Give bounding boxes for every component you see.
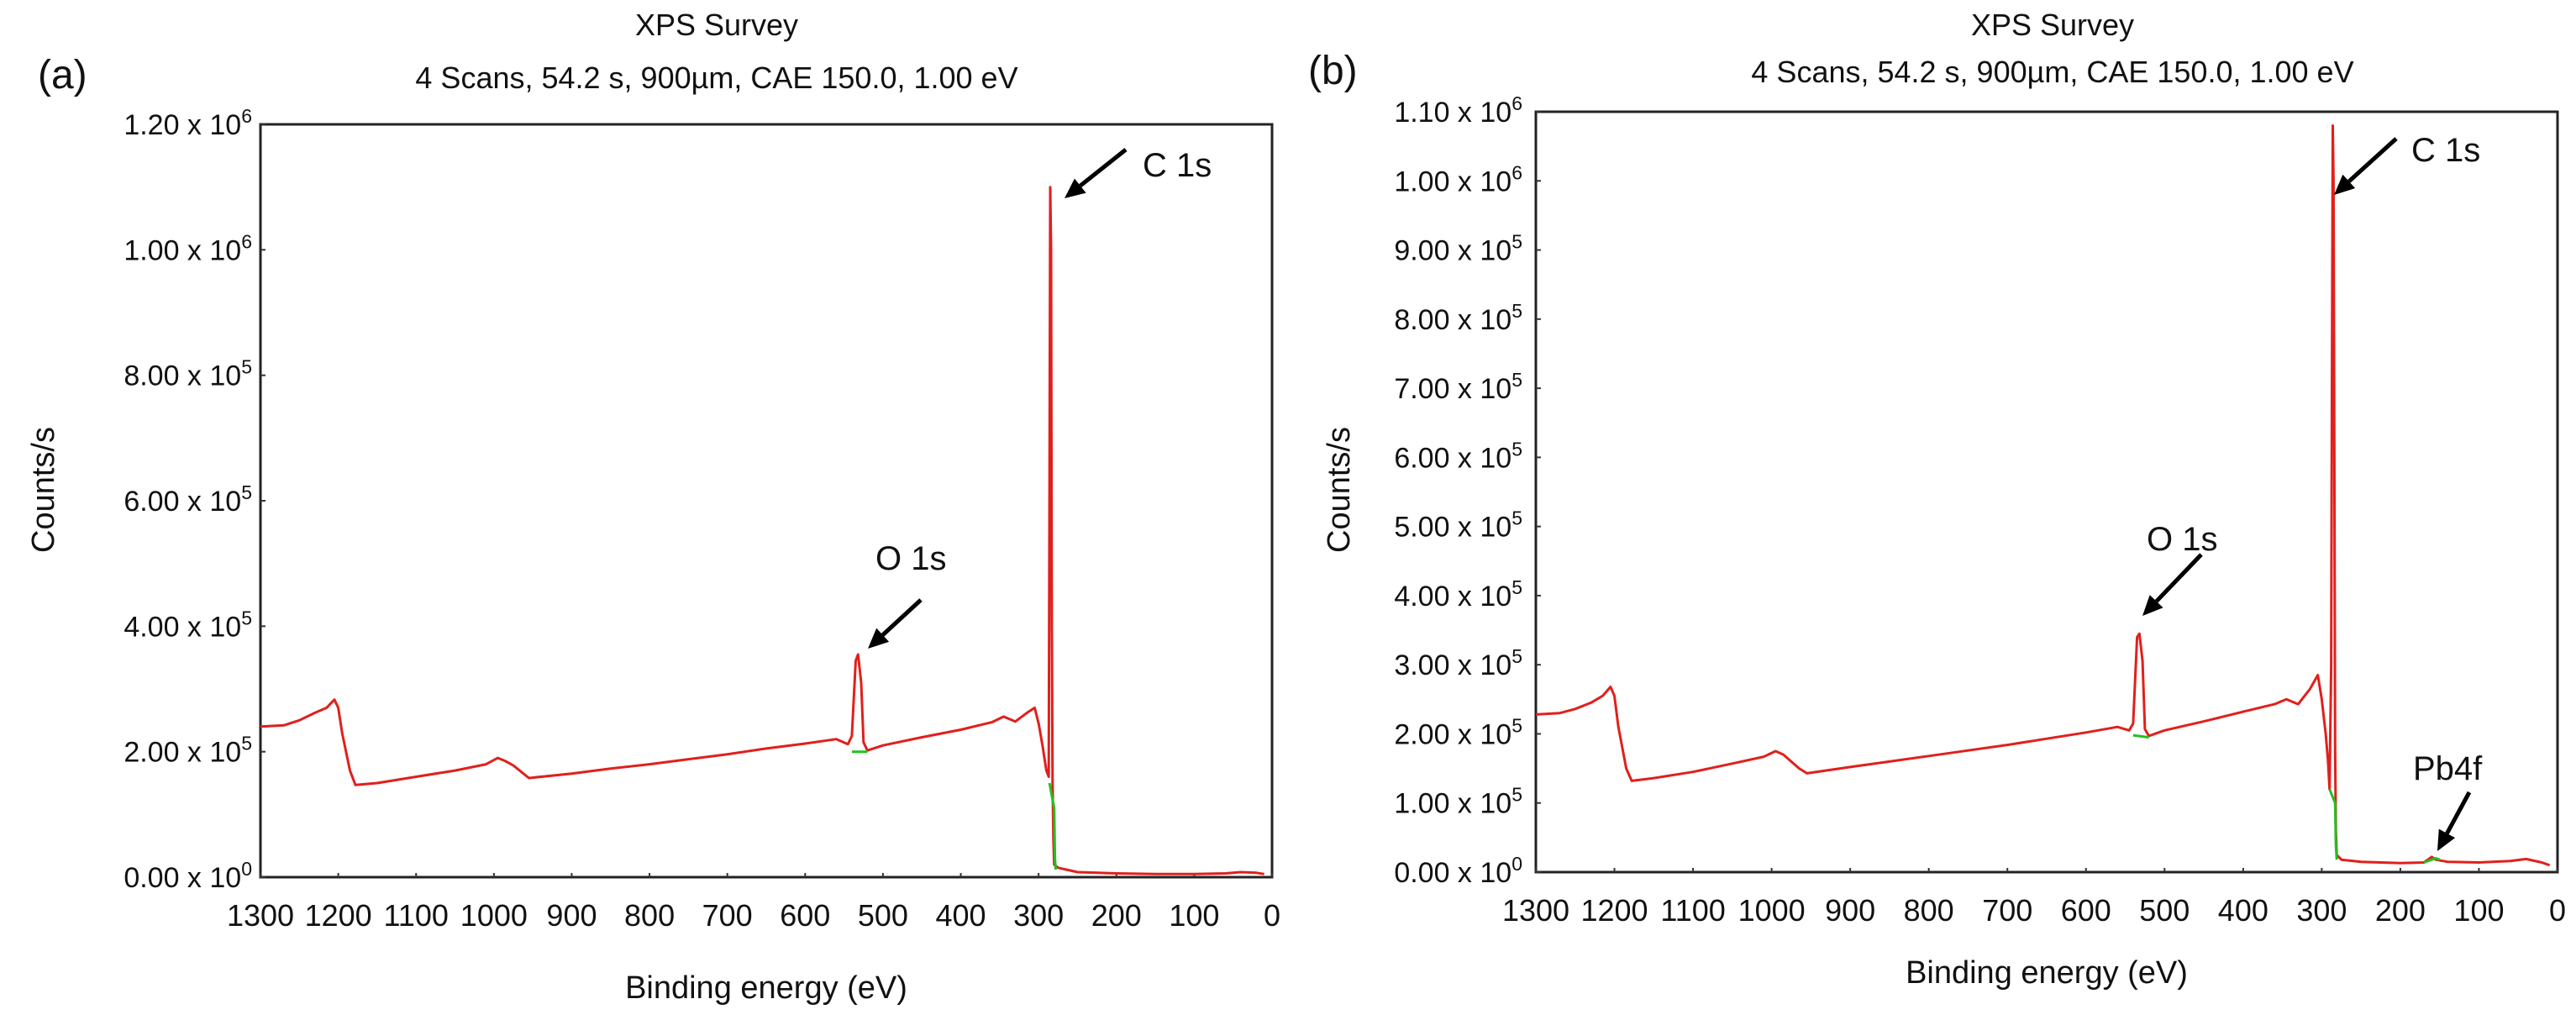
y-tick-label: 1.20 x 106 [124, 105, 252, 141]
y-axis-label: Counts/s [1322, 427, 1357, 553]
annotation-arrowhead [1065, 178, 1086, 198]
annotation-label: O 1s [875, 540, 946, 577]
y-tick-label: 1.00 x 106 [124, 230, 252, 266]
annotation-label: O 1s [2147, 521, 2217, 558]
x-tick-label: 300 [1013, 898, 1064, 933]
annotation-arrowhead [868, 628, 890, 649]
x-tick-label: 100 [2453, 893, 2504, 928]
x-tick-label: 700 [702, 898, 753, 933]
x-tick-label: 900 [1825, 893, 1875, 928]
y-tick-label: 2.00 x 105 [1394, 714, 1522, 750]
x-tick-label: 300 [2296, 893, 2347, 928]
y-tick-label: 1.10 x 106 [1394, 92, 1522, 129]
x-tick-label: 1200 [1580, 893, 1648, 928]
y-axis-label: Counts/s [26, 427, 61, 553]
x-tick-label: 1200 [305, 898, 372, 933]
panel-a: XPS Survey 4 Scans, 54.2 s, 900µm, CAE 15… [26, 8, 1280, 1006]
annotation-arrow [2347, 137, 2398, 183]
y-tick-label: 9.00 x 105 [1394, 231, 1522, 267]
chart-subtitle: 4 Scans, 54.2 s, 900µm, CAE 150.0, 1.00 … [1751, 55, 2353, 89]
annotation-arrowhead [2334, 174, 2356, 195]
x-tick-label: 400 [2218, 893, 2268, 928]
x-axis-label: Binding energy (eV) [1906, 955, 2188, 991]
y-tick-label: 6.00 x 105 [124, 481, 252, 518]
y-tick-label: 0.00 x 100 [124, 858, 252, 894]
x-tick-label: 600 [2061, 893, 2111, 928]
y-tick-label: 5.00 x 105 [1394, 507, 1522, 544]
x-tick-label: 400 [935, 898, 986, 933]
x-tick-label: 700 [1982, 893, 2032, 928]
x-tick-label: 500 [2139, 893, 2190, 928]
annotation-arrow [1079, 148, 1128, 188]
background-fit-line [2423, 856, 2441, 864]
y-tick-label: 8.00 x 105 [124, 356, 252, 392]
panel-b: XPS Survey 4 Scans, 54.2 s, 900µm, CAE 15… [1308, 8, 2566, 991]
series-line [260, 186, 1264, 875]
x-tick-label: 1000 [1738, 893, 1806, 928]
y-tick-label: 4.00 x 105 [124, 607, 252, 643]
annotation-arrow [881, 598, 923, 637]
background-fit-line [1048, 782, 1057, 870]
y-tick-label: 1.00 x 106 [1394, 161, 1522, 197]
y-tick-label: 0.00 x 100 [1394, 853, 1522, 889]
x-tick-label: 100 [1169, 898, 1219, 933]
series-line [1535, 124, 2551, 867]
annotation-arrowhead [2437, 828, 2456, 851]
x-axis-label: Binding energy (eV) [625, 970, 907, 1006]
x-tick-label: 800 [1904, 893, 1954, 928]
y-tick-label: 4.00 x 105 [1394, 576, 1522, 613]
chart-subtitle: 4 Scans, 54.2 s, 900µm, CAE 150.0, 1.00 … [415, 60, 1017, 95]
x-tick-label: 900 [546, 898, 597, 933]
x-tick-label: 200 [2375, 893, 2426, 928]
plot-frame [1534, 110, 2559, 874]
x-tick-label: 800 [624, 898, 675, 933]
annotation-label: C 1s [1143, 147, 1212, 184]
y-tick-label: 2.00 x 105 [124, 733, 252, 769]
y-tick-label: 8.00 x 105 [1394, 300, 1522, 336]
y-tick-label: 7.00 x 105 [1394, 369, 1522, 405]
y-tick-label: 1.00 x 105 [1394, 784, 1522, 820]
annotation-arrow [2154, 553, 2203, 603]
x-tick-label: 200 [1091, 898, 1142, 933]
x-tick-label: 1100 [384, 898, 449, 933]
x-tick-label: 1000 [460, 898, 528, 933]
annotation-label: Pb4f [2413, 750, 2483, 787]
x-tick-label: 1300 [1502, 893, 1569, 928]
x-tick-label: 1300 [227, 898, 294, 933]
annotation-arrow [2445, 791, 2472, 835]
y-tick-label: 6.00 x 105 [1394, 438, 1522, 474]
annotation-label: C 1s [2411, 132, 2480, 169]
plot-frame [259, 123, 1274, 879]
annotation-arrowhead [2142, 595, 2163, 616]
x-tick-label: 600 [780, 898, 830, 933]
y-tick-label: 3.00 x 105 [1394, 645, 1522, 681]
x-tick-label: 1100 [1660, 893, 1725, 928]
chart-title: XPS Survey [635, 8, 798, 42]
background-fit-line [2132, 733, 2149, 739]
chart-title: XPS Survey [1971, 8, 2134, 42]
x-tick-label: 0 [1264, 898, 1280, 933]
x-tick-label: 0 [2549, 893, 2566, 928]
background-fit-line [2328, 788, 2338, 860]
x-tick-label: 500 [858, 898, 908, 933]
panel-label: (b) [1308, 49, 1358, 93]
panel-label: (a) [38, 53, 87, 97]
